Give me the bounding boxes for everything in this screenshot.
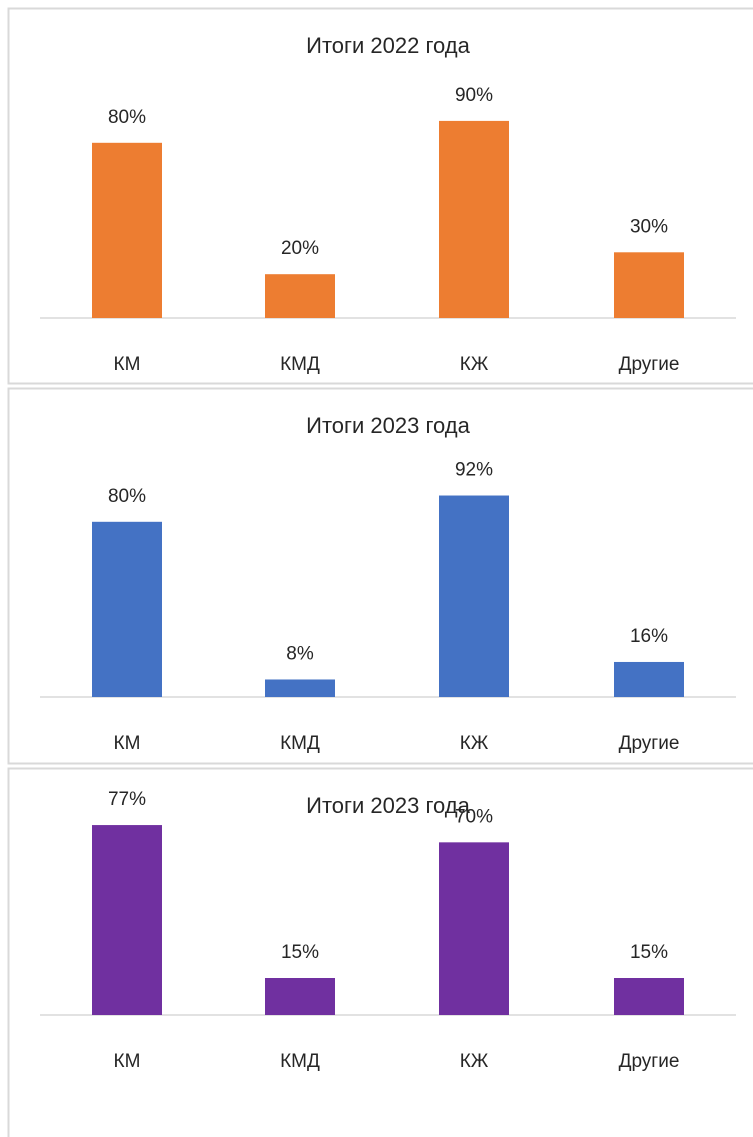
x-tick-label: КМ: [114, 733, 141, 754]
data-label: 80%: [108, 107, 146, 128]
chart-frame: [7, 387, 753, 765]
bar: [614, 661, 684, 697]
x-tick-label: КМ: [114, 1051, 141, 1072]
data-label: 15%: [630, 942, 668, 963]
x-tick-label: КМД: [280, 1051, 320, 1072]
bar: [265, 978, 335, 1015]
bar: [614, 252, 684, 318]
chart-title: Итоги 2022 года: [306, 33, 470, 58]
data-label: 80%: [108, 486, 146, 507]
chart-frame: [7, 7, 753, 385]
bar: [265, 679, 335, 697]
x-tick-label: КМД: [280, 354, 320, 375]
data-label: 20%: [281, 238, 319, 259]
x-tick-label: КМД: [280, 733, 320, 754]
data-label: 77%: [108, 789, 146, 810]
data-label: 30%: [630, 216, 668, 237]
bar: [92, 142, 162, 318]
x-tick-label: Другие: [619, 1051, 680, 1072]
bar: [92, 521, 162, 697]
bar: [439, 120, 509, 319]
bar: [439, 495, 509, 697]
x-tick-label: КЖ: [460, 1051, 489, 1072]
data-label: 90%: [455, 85, 493, 106]
bar: [92, 825, 162, 1015]
chart-title: Итоги 2023 года: [306, 793, 470, 818]
x-tick-label: КЖ: [460, 354, 489, 375]
data-label: 70%: [455, 806, 493, 827]
data-label: 16%: [630, 626, 668, 647]
x-tick-label: КМ: [114, 354, 141, 375]
x-tick-label: КЖ: [460, 733, 489, 754]
chart-title: Итоги 2023 года: [306, 413, 470, 438]
bar: [439, 842, 509, 1015]
chart-frame: [7, 767, 753, 1137]
data-label: 15%: [281, 942, 319, 963]
bar: [265, 274, 335, 318]
data-label: 8%: [286, 643, 314, 664]
x-tick-label: Другие: [619, 354, 680, 375]
x-tick-label: Другие: [619, 733, 680, 754]
data-label: 92%: [455, 460, 493, 481]
bar: [614, 978, 684, 1015]
